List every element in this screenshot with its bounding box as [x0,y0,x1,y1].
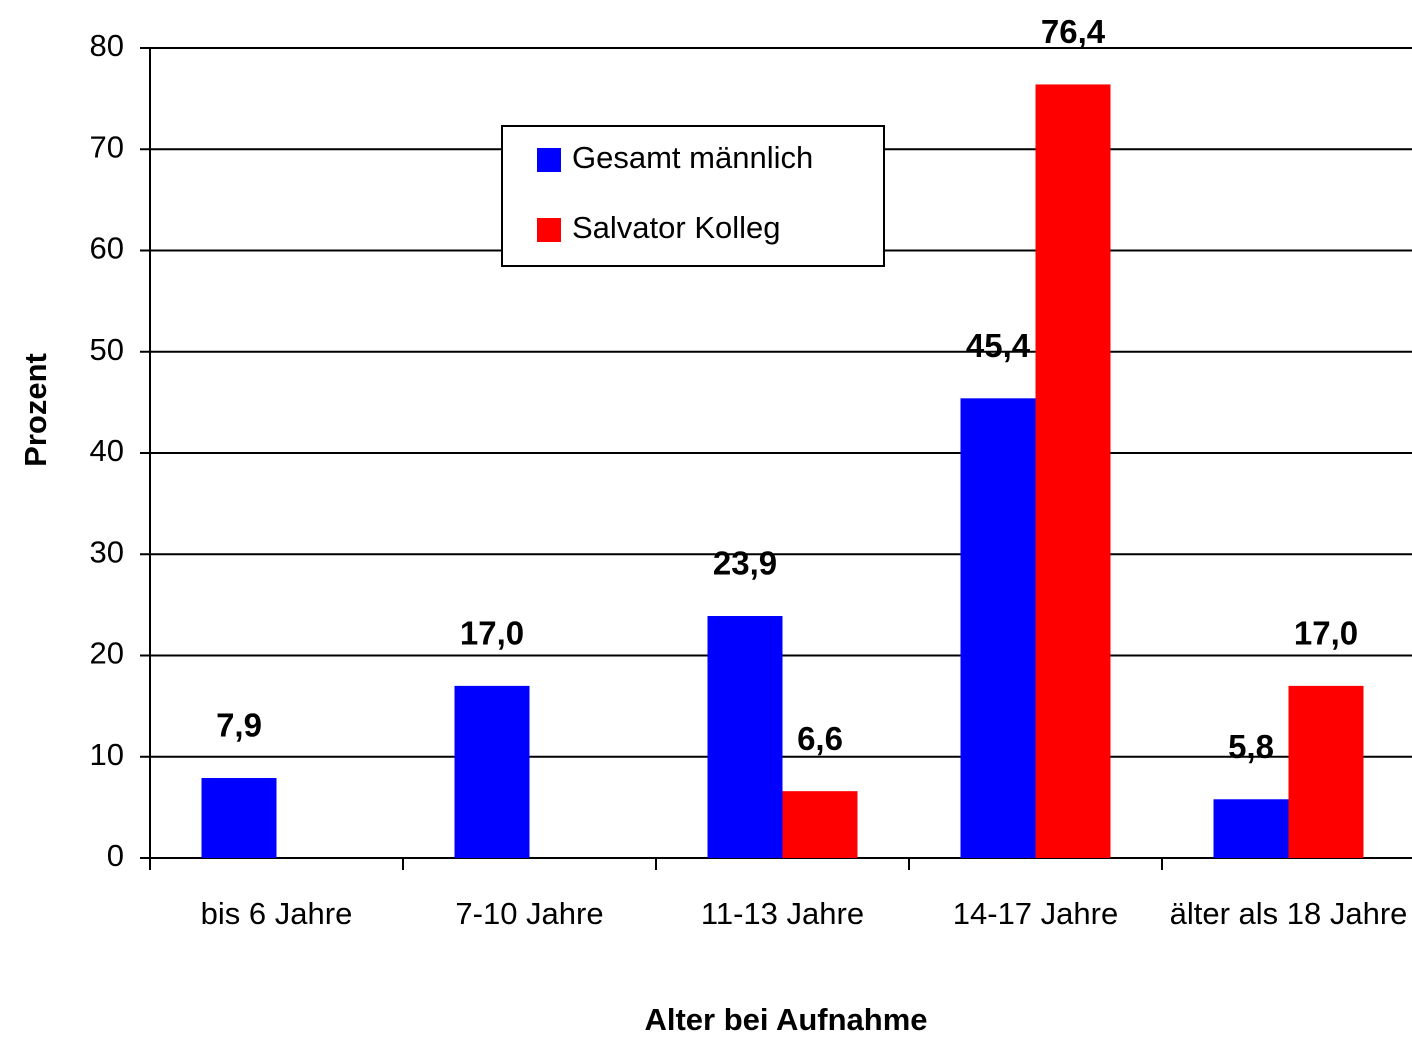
bar [1288,685,1364,858]
bar [782,791,858,858]
value-label: 23,9 [713,545,777,582]
value-label: 6,6 [797,720,843,757]
y-tick-label: 10 [90,737,124,772]
y-tick-label: 40 [90,433,124,468]
y-tick-label: 80 [90,28,124,63]
x-tick-label: 7-10 Jahre [455,896,604,931]
legend-swatch [537,148,561,172]
y-axis-label: Prozent [18,353,53,467]
bar [454,685,530,858]
y-tick-label: 60 [90,231,124,266]
x-tick-label: älter als 18 Jahre [1169,896,1408,931]
value-label: 76,4 [1041,13,1106,50]
legend-box [501,125,885,267]
legend-label: Salvator Kolleg [572,210,781,245]
x-axis-label: Alter bei Aufnahme [644,1002,927,1037]
value-label: 45,4 [966,327,1031,364]
x-tick-label: 11-13 Jahre [700,896,865,931]
bar [1213,799,1289,858]
y-tick-label: 20 [90,636,124,671]
y-tick-label: 50 [90,332,124,367]
legend-swatch [537,218,561,242]
value-label: 5,8 [1228,728,1274,765]
bar [1035,84,1111,858]
bar [201,778,277,858]
y-tick-label: 70 [90,129,124,164]
value-label: 7,9 [216,707,262,744]
bar [960,398,1036,858]
y-tick-label: 30 [90,534,124,569]
bar [707,616,783,858]
y-tick-label: 0 [107,838,124,873]
legend-label: Gesamt männlich [572,140,813,175]
x-tick-label: 14-17 Jahre [952,896,1119,931]
value-label: 17,0 [460,615,524,652]
value-label: 17,0 [1294,615,1358,652]
x-tick-label: bis 6 Jahre [200,896,353,931]
